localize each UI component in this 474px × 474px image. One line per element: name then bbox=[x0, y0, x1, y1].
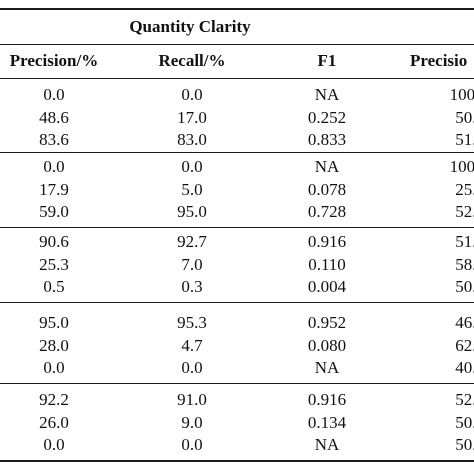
table-row: 0.0 0.0 NA 100.( bbox=[0, 84, 474, 106]
precision-cell: 83.6 bbox=[39, 130, 69, 149]
precision-cell: 0.0 bbox=[43, 358, 65, 377]
column-header-recall: Recall/% bbox=[158, 51, 226, 70]
precision-2-cell: 40.0 bbox=[455, 358, 474, 377]
f1-cell: 0.078 bbox=[307, 179, 347, 199]
precision-cell: 95.0 bbox=[39, 313, 69, 332]
table-row: 92.2 91.0 0.916 52.1 bbox=[0, 389, 474, 411]
table-row: 26.0 9.0 0.134 50.7 bbox=[0, 412, 474, 434]
recall-cell: 4.7 bbox=[181, 335, 203, 355]
precision-2-cell: 50.7 bbox=[455, 412, 474, 432]
f1-cell: 0.916 bbox=[307, 390, 347, 409]
precision-2-cell: 50.0 bbox=[455, 435, 474, 454]
table-row: 83.6 83.0 0.833 51.7 bbox=[0, 129, 474, 151]
table-row: 0.0 0.0 NA 100.( bbox=[0, 156, 474, 178]
precision-2-cell: 46.2 bbox=[455, 313, 474, 332]
f1-cell: NA bbox=[314, 85, 340, 104]
f1-cell: 0.110 bbox=[308, 254, 346, 274]
precision-cell: 26.0 bbox=[39, 412, 69, 432]
bottom-rule bbox=[0, 460, 474, 462]
recall-cell: 91.0 bbox=[177, 390, 207, 409]
precision-2-cell: 100.( bbox=[449, 85, 474, 104]
group-separator-rule bbox=[0, 227, 474, 228]
recall-cell: 92.7 bbox=[177, 232, 207, 251]
recall-cell: 0.0 bbox=[181, 85, 203, 104]
f1-cell: 0.252 bbox=[307, 107, 347, 127]
precision-cell: 92.2 bbox=[39, 390, 69, 409]
recall-cell: 0.3 bbox=[181, 277, 203, 296]
recall-cell: 0.0 bbox=[181, 435, 203, 454]
column-header-precision: Precision/% bbox=[9, 51, 99, 70]
group-separator-rule bbox=[0, 383, 474, 384]
table-row: 0.0 0.0 NA 40.0 bbox=[0, 357, 474, 379]
f1-cell: 0.952 bbox=[307, 313, 347, 332]
recall-cell: 95.0 bbox=[177, 202, 207, 221]
table-row: 95.0 95.3 0.952 46.2 bbox=[0, 312, 474, 334]
precision-2-cell: 52.5 bbox=[455, 202, 474, 221]
recall-cell: 0.0 bbox=[181, 157, 203, 176]
f1-cell: 0.833 bbox=[307, 130, 347, 149]
table-row: 0.5 0.3 0.004 50.0 bbox=[0, 276, 474, 298]
precision-cell: 0.0 bbox=[43, 157, 65, 176]
f1-cell: NA bbox=[314, 157, 340, 176]
table-row: 0.0 0.0 NA 50.0 bbox=[0, 434, 474, 456]
precision-cell: 48.6 bbox=[39, 107, 69, 127]
column-header-f1: F1 bbox=[317, 51, 337, 70]
precision-2-cell: 50.0 bbox=[455, 107, 474, 127]
recall-cell: 0.0 bbox=[181, 358, 203, 377]
f1-cell: 0.916 bbox=[307, 232, 347, 251]
f1-cell: NA bbox=[314, 435, 340, 454]
precision-2-cell: 52.1 bbox=[455, 390, 474, 409]
table-row: 28.0 4.7 0.080 62.5 bbox=[0, 335, 474, 357]
precision-cell: 59.0 bbox=[39, 202, 69, 221]
column-header-row: Precision/% Recall/% F1 Precisio bbox=[0, 50, 474, 70]
precision-2-cell: 25.0 bbox=[455, 179, 474, 199]
header-rule bbox=[0, 78, 474, 79]
group-header-rule bbox=[0, 44, 474, 45]
table-row: 17.9 5.0 0.078 25.0 bbox=[0, 179, 474, 201]
precision-2-cell: 100.( bbox=[449, 157, 474, 176]
precision-2-cell: 51.7 bbox=[455, 130, 474, 149]
recall-cell: 7.0 bbox=[181, 254, 203, 274]
group-header-quantity-clarity: Quantity Clarity bbox=[129, 17, 251, 36]
f1-cell: 0.134 bbox=[307, 412, 347, 432]
precision-2-cell: 58.8 bbox=[455, 254, 474, 274]
recall-cell: 9.0 bbox=[181, 412, 203, 432]
table-row: 90.6 92.7 0.916 51.5 bbox=[0, 231, 474, 253]
table-row: 48.6 17.0 0.252 50.0 bbox=[0, 107, 474, 129]
precision-cell: 25.3 bbox=[39, 254, 69, 274]
precision-cell: 0.5 bbox=[43, 277, 65, 296]
top-rule bbox=[0, 8, 474, 10]
column-header-precision-2: Precisio bbox=[410, 51, 468, 70]
precision-2-cell: 50.0 bbox=[455, 277, 474, 296]
table-row: 25.3 7.0 0.110 58.8 bbox=[0, 254, 474, 276]
group-separator-rule bbox=[0, 152, 474, 153]
f1-cell: 0.004 bbox=[307, 277, 347, 296]
precision-cell: 90.6 bbox=[39, 232, 69, 251]
f1-cell: NA bbox=[314, 358, 340, 377]
recall-cell: 95.3 bbox=[177, 313, 207, 332]
recall-cell: 17.0 bbox=[177, 107, 207, 127]
group-separator-rule bbox=[0, 302, 474, 303]
recall-cell: 5.0 bbox=[181, 179, 203, 199]
precision-2-cell: 51.5 bbox=[455, 232, 474, 251]
f1-cell: 0.728 bbox=[307, 202, 347, 221]
f1-cell: 0.080 bbox=[307, 335, 347, 355]
recall-cell: 83.0 bbox=[177, 130, 207, 149]
precision-2-cell: 62.5 bbox=[455, 335, 474, 355]
precision-cell: 28.0 bbox=[39, 335, 69, 355]
precision-cell: 0.0 bbox=[43, 85, 65, 104]
precision-cell: 17.9 bbox=[39, 179, 69, 199]
table-row: 59.0 95.0 0.728 52.5 bbox=[0, 201, 474, 223]
precision-cell: 0.0 bbox=[43, 435, 65, 454]
